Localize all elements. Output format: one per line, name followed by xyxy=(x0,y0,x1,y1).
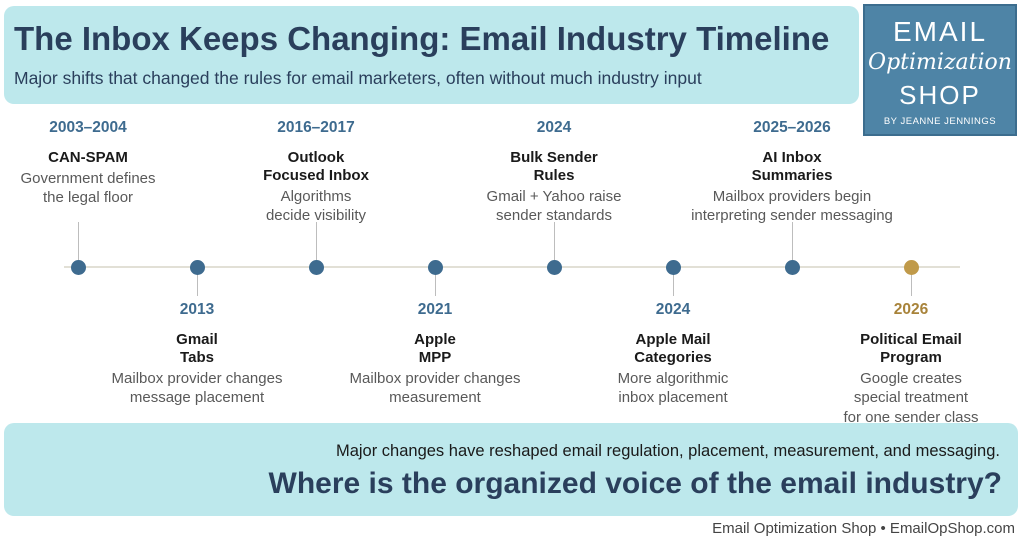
connector-6 xyxy=(792,222,793,260)
conclusion-question: Where is the organized voice of the emai… xyxy=(268,467,1002,500)
event-description: Mailbox provider changes message placeme… xyxy=(111,369,283,407)
connector-0 xyxy=(78,222,79,260)
event-name: AI Inbox Summaries xyxy=(751,149,833,184)
timeline-dot-1 xyxy=(189,259,205,275)
event-description: Mailbox providers begin interpreting sen… xyxy=(691,187,893,225)
timeline-dot-3 xyxy=(427,259,443,275)
timeline-dot-2 xyxy=(308,259,324,275)
event-year: 2024 xyxy=(536,119,572,136)
timeline-event-apple-mpp: 2021 Apple MPP Mailbox provider changes … xyxy=(325,301,545,408)
timeline-axis xyxy=(64,266,960,268)
connector-1 xyxy=(197,274,198,296)
timeline-dot-4 xyxy=(546,259,562,275)
timeline-dot-5 xyxy=(665,259,681,275)
connector-3 xyxy=(435,274,436,296)
logo-line-optimization: Optimization xyxy=(868,50,1012,75)
event-description: Gmail + Yahoo raise sender standards xyxy=(486,187,622,225)
event-description: Mailbox provider changes measurement xyxy=(349,369,521,407)
timeline-event-ai-inbox-summaries: 2025–2026 AI Inbox Summaries Mailbox pro… xyxy=(672,119,912,226)
timeline-event-apple-mail-categories: 2024 Apple Mail Categories More algorith… xyxy=(563,301,783,408)
timeline-event-outlook-focused-inbox: 2016–2017 Outlook Focused Inbox Algorith… xyxy=(206,119,426,226)
event-name: Apple Mail Categories xyxy=(634,331,712,366)
conclusion-banner: Major changes have reshaped email regula… xyxy=(4,423,1018,516)
event-name: Political Email Program xyxy=(860,331,962,366)
conclusion-summary: Major changes have reshaped email regula… xyxy=(335,442,1000,460)
event-name: CAN-SPAM xyxy=(48,149,128,167)
logo-byline: BY JEANNE JENNINGS xyxy=(883,116,997,127)
connector-2 xyxy=(316,222,317,260)
event-year: 2003–2004 xyxy=(49,119,127,136)
timeline-event-political-email-program: 2026 Political Email Program Google crea… xyxy=(801,301,1021,427)
event-name: Apple MPP xyxy=(414,331,456,366)
timeline-dot-7 xyxy=(903,259,919,275)
logo-line-email: EMAIL xyxy=(892,16,988,47)
event-description: Google creates special treatment for one… xyxy=(843,369,979,426)
page-subtitle: Major shifts that changed the rules for … xyxy=(14,68,702,88)
event-description: More algorithmic inbox placement xyxy=(617,369,729,407)
timeline-dot-0 xyxy=(70,259,86,275)
event-year: 2024 xyxy=(655,301,691,318)
event-year: 2021 xyxy=(417,301,453,318)
connector-7 xyxy=(911,274,912,296)
event-name: Bulk Sender Rules xyxy=(510,149,598,184)
event-year: 2016–2017 xyxy=(277,119,355,136)
page-title: The Inbox Keeps Changing: Email Industry… xyxy=(14,20,830,57)
timeline-event-bulk-sender-rules: 2024 Bulk Sender Rules Gmail + Yahoo rai… xyxy=(444,119,664,226)
event-name: Outlook Focused Inbox xyxy=(263,149,369,184)
event-year: 2026 xyxy=(893,301,929,318)
event-description: Government defines the legal floor xyxy=(20,169,156,207)
connector-4 xyxy=(554,222,555,260)
source-credit: Email Optimization Shop • EmailOpShop.co… xyxy=(712,520,1015,537)
logo-line-shop: SHOP xyxy=(899,80,981,110)
timeline-dot-6 xyxy=(784,259,800,275)
email-optimization-shop-logo: EMAIL Optimization SHOP BY JEANNE JENNIN… xyxy=(863,4,1017,136)
header-banner: The Inbox Keeps Changing: Email Industry… xyxy=(4,6,859,104)
event-name: Gmail Tabs xyxy=(176,331,218,366)
connector-5 xyxy=(673,274,674,296)
event-year: 2013 xyxy=(179,301,215,318)
timeline-event-can-spam: 2003–2004 CAN-SPAM Government defines th… xyxy=(0,119,198,208)
event-description: Algorithms decide visibility xyxy=(265,187,367,225)
event-year: 2025–2026 xyxy=(753,119,831,136)
timeline-event-gmail-tabs: 2013 Gmail Tabs Mailbox provider changes… xyxy=(87,301,307,408)
